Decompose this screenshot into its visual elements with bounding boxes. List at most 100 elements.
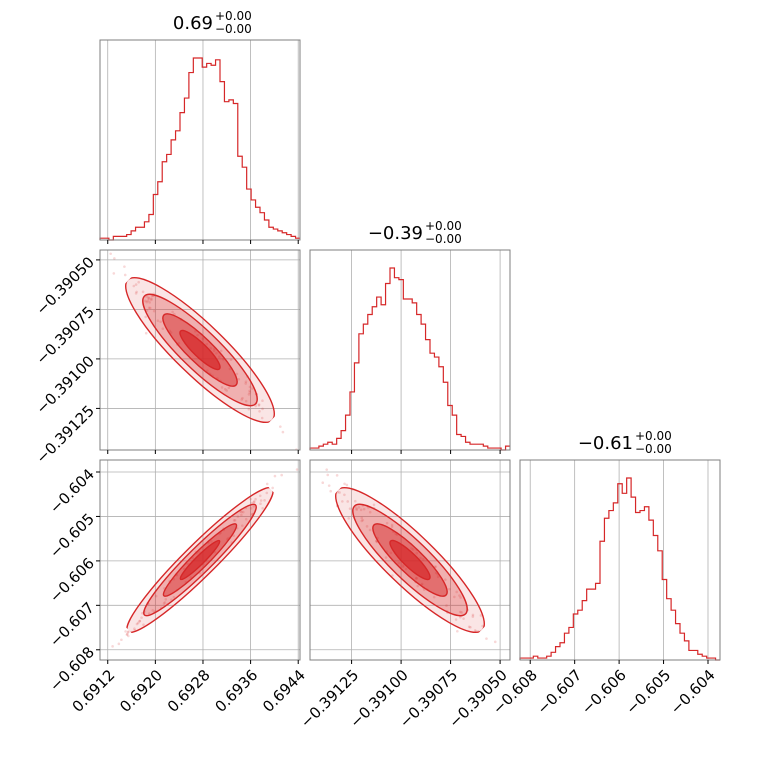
y-tick-label-2-2: −0.606 [46, 554, 98, 606]
sample-point [250, 501, 254, 505]
sample-point [385, 521, 389, 525]
sample-point [168, 329, 171, 333]
sample-point [397, 561, 401, 565]
sample-point [259, 499, 263, 502]
sample-point [146, 299, 150, 302]
title-value: 0.69 [173, 13, 213, 34]
density-contours-1-0 [124, 276, 276, 424]
sample-point [295, 468, 299, 471]
sample-point [273, 474, 277, 478]
sample-point [281, 430, 285, 434]
y-tick-label-2-1: −0.607 [46, 599, 98, 651]
title-value: −0.61 [578, 433, 633, 454]
sample-point [237, 378, 241, 381]
x-tick-label-0-1: 0.6920 [116, 666, 166, 716]
sample-point [147, 296, 150, 299]
density-contours-2-1 [334, 486, 486, 634]
sample-point [459, 615, 462, 619]
sample-point [140, 611, 144, 615]
sample-point [420, 582, 424, 586]
sample-point [436, 575, 440, 579]
sample-point [223, 387, 227, 391]
sample-point [434, 565, 438, 568]
sample-point [240, 510, 243, 514]
sample-point [419, 557, 422, 560]
sample-point [325, 468, 329, 471]
contour-level-3 [389, 539, 431, 581]
panel-frame-0-0 [99, 39, 301, 241]
sample-point [171, 310, 174, 314]
sample-point [257, 404, 261, 407]
panel-title-2: −0.61 +0.00−0.00 [578, 429, 672, 456]
panel-title-0: 0.69 +0.00−0.00 [173, 9, 252, 36]
sample-point [347, 517, 350, 520]
panel-frame-1-0 [99, 249, 301, 451]
sample-point [126, 632, 129, 636]
sample-point [469, 625, 472, 629]
sample-point [152, 309, 156, 313]
sample-point [133, 627, 136, 631]
sample-point [329, 489, 333, 493]
sample-point [416, 584, 420, 588]
sample-point [144, 299, 147, 303]
sample-point [361, 518, 365, 522]
sample-point [161, 327, 165, 331]
sample-point [389, 551, 393, 555]
sample-point [117, 642, 121, 646]
sample-point [205, 342, 209, 346]
sample-point [132, 284, 136, 288]
panel-frame-1-1 [309, 249, 511, 451]
sample-point [248, 391, 252, 394]
sample-point [473, 629, 477, 632]
scatter-points-1-0 [109, 252, 298, 450]
sample-point [138, 619, 142, 623]
sample-point [368, 528, 372, 532]
scatter-points-2-1 [321, 468, 510, 660]
sample-point [111, 645, 114, 648]
sample-point [164, 598, 168, 601]
sample-point [259, 502, 262, 506]
sample-point [355, 508, 359, 511]
sample-point [460, 611, 463, 614]
sample-point [220, 386, 224, 389]
sample-point [198, 571, 202, 575]
panel-frame-2-2 [519, 459, 721, 661]
sample-point [421, 557, 425, 561]
sample-point [244, 517, 248, 521]
sample-point [142, 623, 145, 627]
sample-point [359, 508, 363, 512]
density-contours-2-0 [126, 486, 274, 634]
sample-point [196, 333, 199, 337]
sample-point [123, 265, 126, 268]
sample-point [137, 280, 140, 284]
sample-point [372, 503, 376, 507]
sample-point [261, 506, 264, 510]
sample-point [134, 292, 138, 295]
sample-point [458, 594, 461, 597]
sample-point [109, 252, 112, 256]
sample-point [410, 547, 413, 550]
panel-2-0 [100, 460, 300, 660]
sample-point [228, 367, 232, 371]
sample-point [252, 505, 256, 508]
sample-point [462, 617, 465, 620]
sample-point [212, 349, 216, 353]
sample-point [254, 404, 258, 408]
sample-point [458, 610, 462, 614]
sample-point [201, 337, 205, 340]
sample-point [360, 516, 364, 520]
y-tick-label-2-4: −0.604 [46, 465, 98, 517]
histogram-step-2 [519, 477, 720, 661]
sample-point [209, 347, 213, 350]
sample-point [263, 499, 266, 502]
sample-point [415, 551, 419, 555]
sample-point [210, 540, 213, 543]
sample-point [271, 486, 274, 490]
sample-point [444, 578, 447, 582]
sample-point [346, 500, 350, 503]
sample-point [145, 309, 149, 312]
sample-point [248, 389, 251, 393]
x-tick-label-0-2: 0.6928 [164, 666, 214, 716]
sample-point [343, 482, 346, 486]
x-tick-label-0-3: 0.6936 [211, 666, 261, 716]
